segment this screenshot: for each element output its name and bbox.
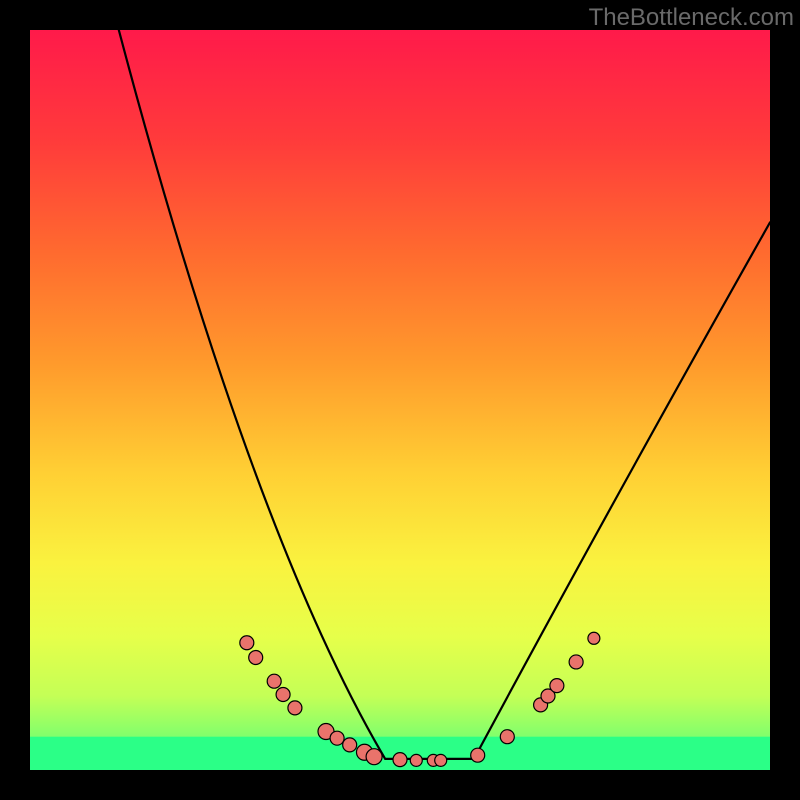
data-marker xyxy=(588,632,600,644)
watermark-text: TheBottleneck.com xyxy=(589,4,794,32)
data-marker xyxy=(393,753,407,767)
data-marker xyxy=(288,701,302,715)
data-marker xyxy=(435,754,447,766)
data-marker xyxy=(330,731,344,745)
chart-container: TheBottleneck.com xyxy=(0,0,800,800)
data-marker xyxy=(471,748,485,762)
data-marker xyxy=(240,636,254,650)
plot-background xyxy=(30,30,770,770)
data-marker xyxy=(569,655,583,669)
data-marker xyxy=(366,749,382,765)
data-marker xyxy=(410,754,422,766)
data-marker xyxy=(276,688,290,702)
data-marker xyxy=(550,679,564,693)
plot-svg xyxy=(30,30,770,770)
data-marker xyxy=(343,738,357,752)
data-marker xyxy=(267,674,281,688)
data-marker xyxy=(249,651,263,665)
data-marker xyxy=(500,730,514,744)
